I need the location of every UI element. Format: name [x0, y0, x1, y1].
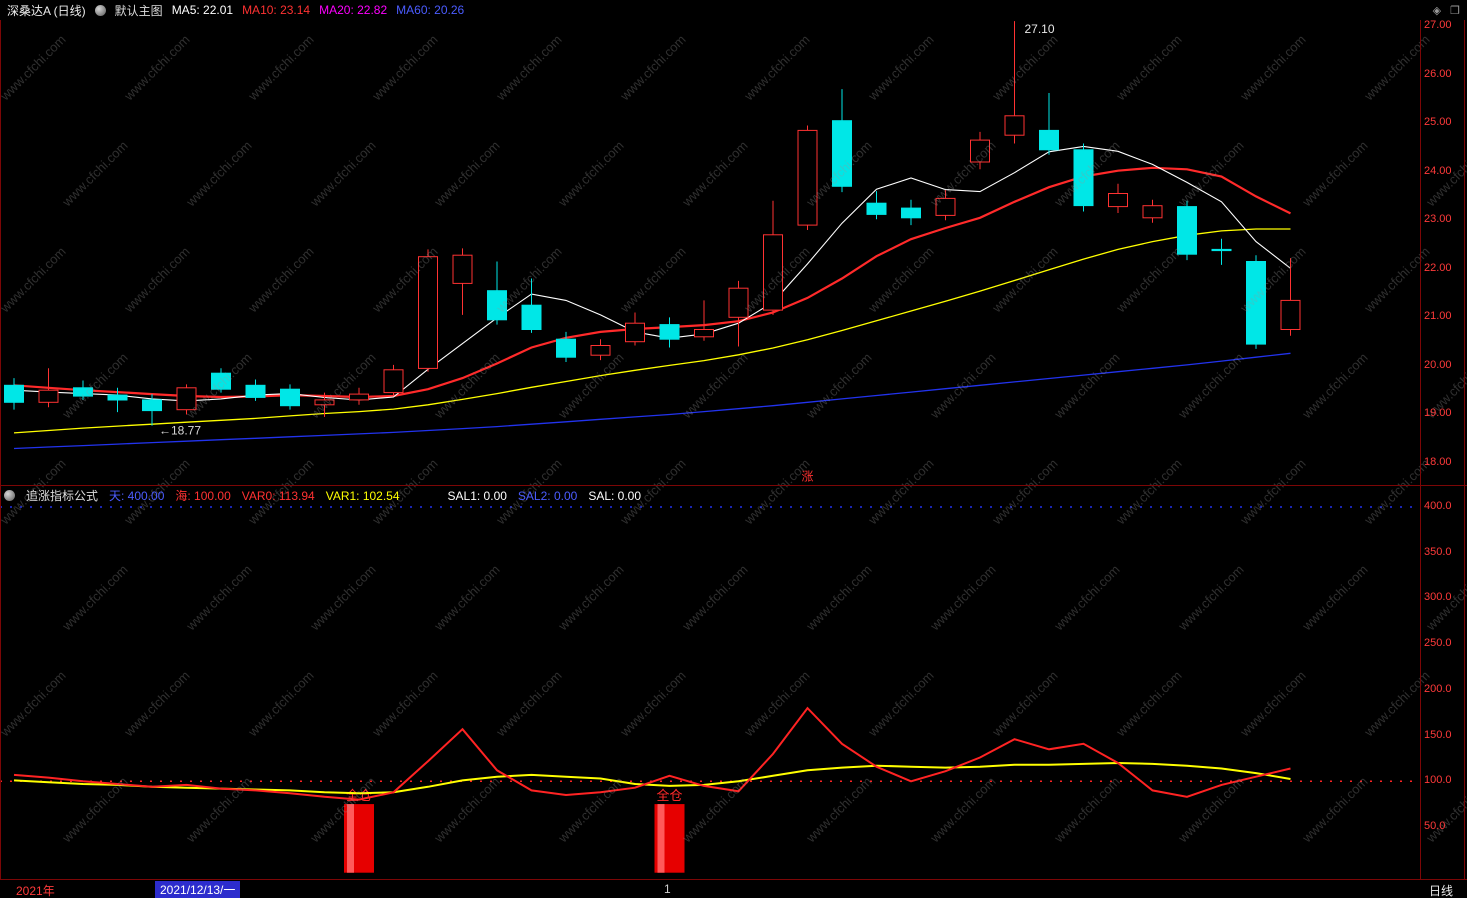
indicator-field-hai: 海: 100.00 — [175, 489, 231, 503]
svg-text:全仓: 全仓 — [656, 788, 682, 803]
indicator-tick: 200.0 — [1424, 682, 1452, 695]
indicator-tick: 100.0 — [1424, 774, 1452, 787]
svg-text:涨: 涨 — [801, 469, 813, 484]
indicator-field-sal1: SAL1: 0.00 — [447, 488, 507, 503]
indicator-field-sal2: SAL2: 0.00 — [517, 488, 578, 503]
year-label: 2021年 — [16, 884, 55, 898]
svg-text:27.10: 27.10 — [1025, 22, 1055, 36]
indicator-field-var1: VAR1: 102.54 — [325, 488, 400, 503]
price-tick: 24.00 — [1424, 164, 1452, 177]
indicator-header: 追涨指标公式 天: 400.00 海: 100.00 VAR0: 113.94 … — [4, 487, 641, 504]
window-icon[interactable]: ❐ — [1450, 4, 1460, 17]
selected-date-label: 2021/12/13/一 — [155, 881, 241, 898]
indicator-tick: 300.0 — [1424, 591, 1452, 604]
svg-text:←18.77: ←18.77 — [159, 424, 201, 438]
price-tick: 20.00 — [1424, 358, 1452, 371]
indicator-title[interactable]: 追涨指标公式 — [26, 489, 99, 503]
month-marker: 1 — [664, 882, 671, 896]
main-candlestick-chart[interactable]: 27.10 ←18.77 涨 — [0, 20, 1420, 485]
price-tick: 21.00 — [1424, 310, 1452, 323]
panel-divider-line — [0, 485, 1467, 486]
price-tick: 22.00 — [1424, 261, 1452, 274]
indicator-tick: 150.0 — [1424, 728, 1452, 741]
right-frame-line — [1464, 20, 1465, 880]
main-layout-icon[interactable] — [94, 4, 106, 16]
indicator-field-tian: 天: 400.00 — [109, 489, 165, 503]
main-chart-layout-label[interactable]: 默认主图 — [114, 3, 163, 18]
indicator-tick: 50.0 — [1424, 820, 1446, 832]
price-tick: 26.00 — [1424, 67, 1452, 80]
period-label[interactable]: 日线 — [1428, 884, 1453, 898]
axis-frame-line — [1420, 20, 1421, 880]
price-tick: 25.00 — [1424, 116, 1452, 129]
indicator-panel[interactable]: 全仓 全仓 — [0, 485, 1420, 880]
candlestick-svg[interactable]: 27.10 ←18.77 涨 — [0, 20, 1420, 485]
indicator-tick: 400.0 — [1424, 500, 1452, 512]
indicator-svg[interactable]: 全仓 全仓 — [0, 485, 1420, 880]
ma10-label: MA10: 23.14 — [242, 3, 311, 17]
svg-text:全仓: 全仓 — [346, 788, 372, 803]
ma5-label: MA5: 22.01 — [171, 3, 234, 17]
top-toolbar: 深桑达A (日线) 默认主图 MA5: 22.01 MA10: 23.14 MA… — [0, 0, 1467, 20]
indicator-tick: 350.0 — [1424, 545, 1452, 558]
bottom-frame-line — [0, 879, 1467, 880]
price-tick: 18.00 — [1424, 456, 1452, 469]
indicator-field-sal: SAL: 0.00 — [588, 488, 642, 503]
indicator-tick: 250.0 — [1424, 637, 1452, 650]
price-tick: 27.00 — [1424, 19, 1452, 31]
diamond-icon[interactable]: ◈ — [1432, 4, 1442, 17]
indicator-icon[interactable] — [4, 490, 15, 501]
time-axis: 2021年 2021/12/13/一 1 日线 — [0, 880, 1467, 898]
stock-title: 深桑达A (日线) — [7, 3, 86, 18]
indicator-field-var0: VAR0: 113.94 — [241, 488, 315, 503]
left-frame-line — [0, 20, 1, 880]
price-tick: 23.00 — [1424, 213, 1452, 226]
price-tick: 19.00 — [1424, 407, 1452, 420]
ma60-label: MA60: 20.26 — [396, 3, 465, 17]
ma20-label: MA20: 22.82 — [319, 3, 388, 17]
